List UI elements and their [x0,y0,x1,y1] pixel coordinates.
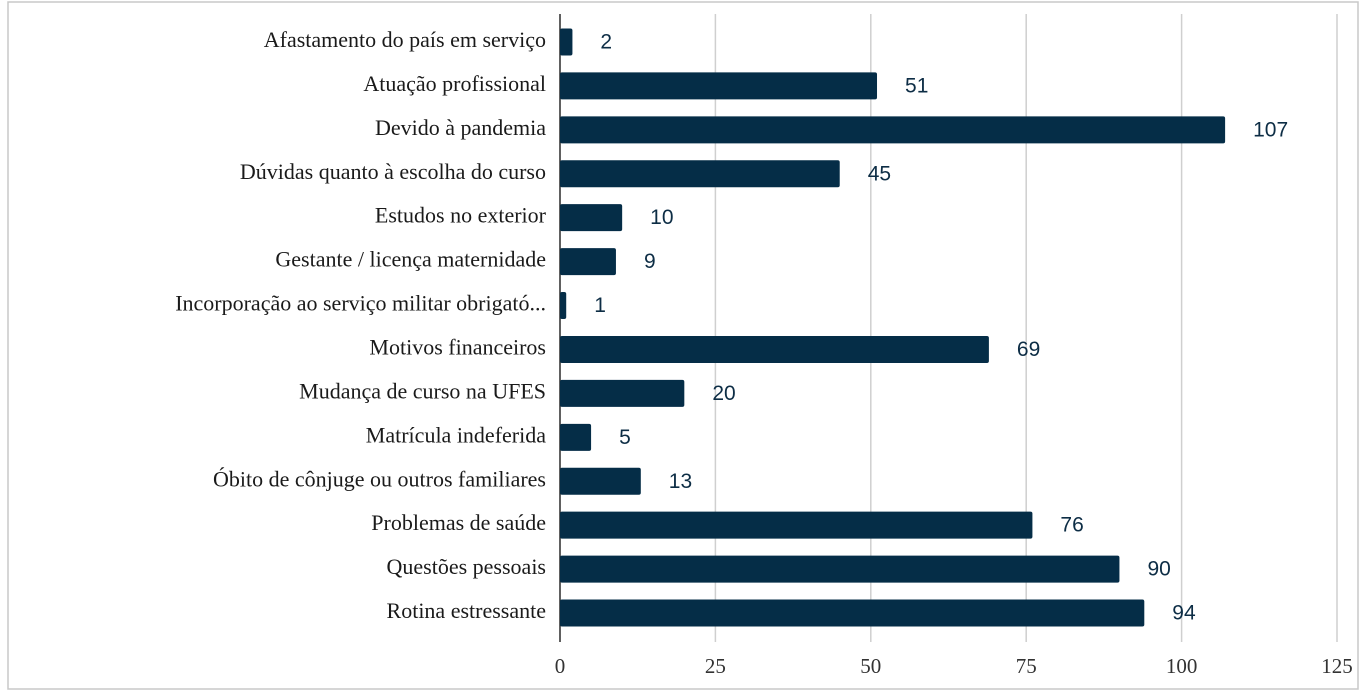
data-label: 1 [594,294,606,317]
data-label: 10 [650,206,673,229]
data-label: 94 [1172,602,1196,625]
y-tick-label: Dúvidas quanto à escolha do curso [240,159,546,184]
y-tick-label: Óbito de cônjuge ou outros familiares [213,466,546,491]
x-tick-label: 75 [1016,654,1037,678]
x-tick-label: 0 [555,654,566,678]
bar [560,599,1145,627]
bar [560,335,989,363]
data-label: 5 [619,426,631,449]
bar [560,467,641,495]
bar [560,28,573,56]
x-tick-label: 25 [705,654,726,678]
y-tick-label: Estudos no exterior [375,203,547,228]
x-tick-label: 100 [1166,654,1198,678]
data-label: 107 [1253,118,1288,141]
bar [560,248,616,276]
y-tick-label: Devido à pandemia [375,115,546,140]
bar [560,423,592,451]
y-tick-label: Gestante / licença maternidade [275,247,546,272]
y-tick-label: Questões pessoais [387,554,546,579]
data-label: 76 [1060,514,1083,537]
data-label: 20 [712,382,735,405]
bar [560,555,1120,583]
y-tick-label: Afastamento do país em serviço [264,27,546,52]
y-tick-label: Atuação profissional [363,71,546,96]
data-label: 90 [1147,558,1170,581]
bar [560,292,567,320]
bar [560,72,878,100]
data-label: 9 [644,250,656,273]
bar [560,379,685,407]
data-label: 45 [868,162,891,185]
bar [560,116,1226,144]
y-tick-label: Incorporação ao serviço militar obrigató… [175,291,546,316]
y-tick-label: Problemas de saúde [371,510,546,535]
bar [560,204,623,232]
data-label: 69 [1017,338,1040,361]
data-label: 2 [600,31,612,54]
y-tick-label: Matrícula indeferida [366,422,546,447]
frame [7,1,1359,690]
data-label: 51 [905,74,928,97]
y-tick-label: Mudança de curso na UFES [299,378,546,403]
y-tick-label: Rotina estressante [387,598,546,623]
bar [560,511,1033,539]
data-label: 13 [669,470,692,493]
bar [560,160,840,188]
y-tick-label: Motivos financeiros [369,335,546,360]
x-tick-label: 50 [860,654,881,678]
x-tick-label: 125 [1321,654,1353,678]
